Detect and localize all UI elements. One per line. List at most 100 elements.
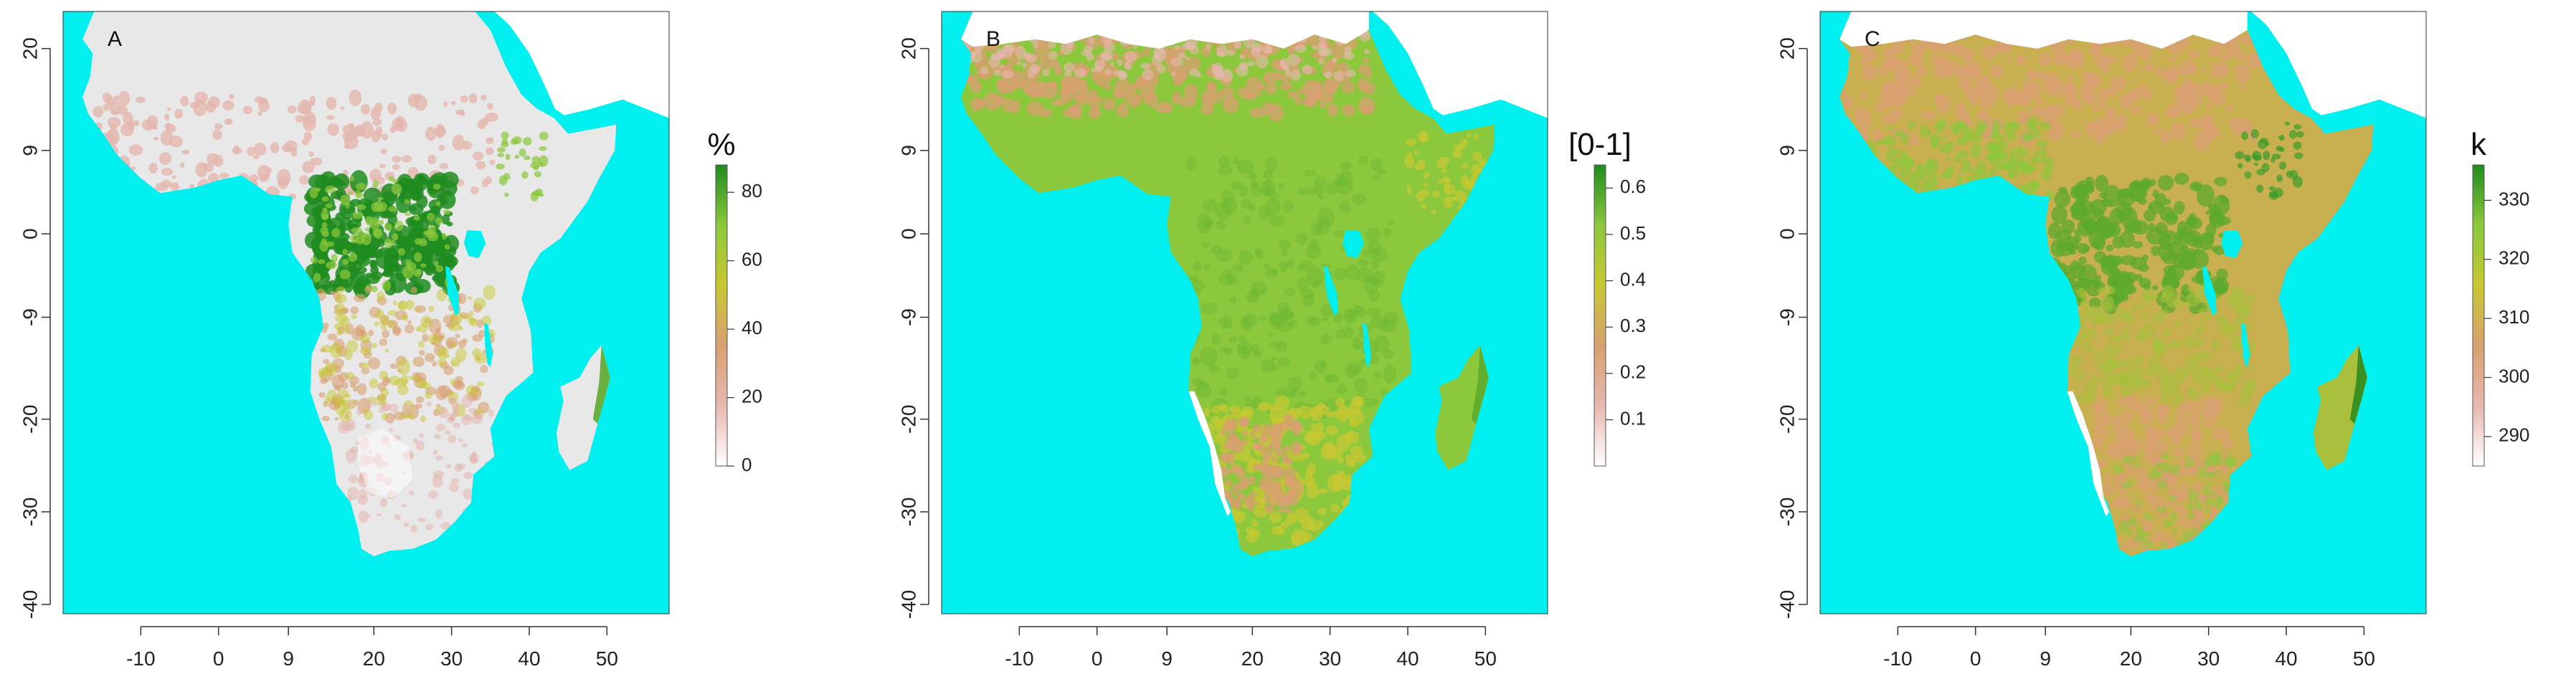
legend-title: [0-1] (1568, 127, 1632, 162)
legend-title: k (2471, 127, 2487, 162)
y-tick-label: 20 (19, 37, 41, 60)
map-panel-c: C -10 0 9 20 30 40 50 20 9 0 -9 -20 -30 -40 k 330 320 310 3… (1776, 11, 2529, 670)
y-tick-label: 9 (1776, 145, 1798, 156)
legend-colorbar (715, 164, 728, 467)
legend-tick-label: 330 (2499, 188, 2529, 209)
madagascar-land (2313, 345, 2367, 470)
legend-colorbar (2472, 164, 2485, 467)
y-tick-label: 0 (1776, 228, 1798, 239)
lake-victoria (1343, 230, 1365, 258)
legend-tick-label: 0.6 (1620, 176, 1646, 197)
x-tick-label: 9 (2040, 647, 2051, 670)
y-tick-label: 20 (1776, 37, 1798, 60)
lake-tanganyika (1324, 266, 1338, 315)
x-tick-label: 40 (1396, 647, 1419, 670)
legend: [0-1] 0.6 0.5 0.4 0.3 0.2 0.1 (1568, 127, 1646, 467)
y-tick-label: -30 (897, 498, 919, 526)
legend-tick-label: 290 (2499, 424, 2529, 446)
x-tick-label: 40 (518, 647, 540, 670)
y-tick-label: 20 (897, 37, 919, 60)
x-tick-label: 50 (596, 647, 618, 670)
arabian-peninsula (494, 11, 669, 118)
madagascar-east-coast (592, 345, 610, 424)
madagascar-east-coast (2349, 345, 2367, 424)
legend-tick-label: 320 (2499, 247, 2529, 269)
y-tick-label: -30 (19, 498, 41, 526)
y-tick-label: 9 (897, 145, 919, 156)
x-tick-label: 50 (2353, 647, 2375, 670)
lake-malawi (1363, 323, 1372, 368)
lake-tanganyika (445, 266, 460, 315)
panel-label: A (108, 27, 122, 51)
legend-tick-label: 40 (742, 317, 762, 338)
x-tick-label: 0 (1970, 647, 1981, 670)
x-tick-label: 20 (363, 647, 385, 670)
madagascar-land (1434, 345, 1489, 470)
legend: k 330 320 310 300 290 (2471, 127, 2529, 467)
legend-tick-label: 60 (742, 249, 762, 270)
lake-victoria (2221, 230, 2243, 258)
x-tick-label: 30 (2197, 647, 2220, 670)
legend-title: % (707, 127, 735, 162)
x-tick-label: 30 (440, 647, 463, 670)
y-tick-label: 0 (19, 228, 41, 239)
lake-victoria (464, 230, 486, 258)
y-tick-label: -9 (897, 308, 919, 326)
map-frame (941, 11, 1548, 614)
lake-malawi (2241, 323, 2250, 368)
legend-tick-label: 0.1 (1620, 407, 1646, 429)
madagascar-land (556, 345, 610, 470)
x-tick-label: 9 (283, 647, 294, 670)
y-tick-label: 9 (19, 145, 41, 156)
map-area (942, 11, 1548, 614)
legend-tick-label: 300 (2499, 365, 2529, 386)
panel-label: B (986, 27, 1000, 51)
legend: % 80 60 40 20 0 (707, 127, 762, 475)
x-tick-label: 0 (213, 647, 224, 670)
sahara-zone (961, 11, 1369, 49)
legend-tick-label: 80 (742, 180, 762, 201)
lake-malawi (484, 323, 493, 368)
x-tick-label: -10 (126, 647, 155, 670)
y-tick-label: -20 (1776, 404, 1798, 433)
map-area (63, 11, 669, 614)
x-tick-label: 0 (1092, 647, 1103, 670)
legend-tick-label: 310 (2499, 306, 2529, 328)
arabian-peninsula (1373, 11, 1548, 118)
x-tick-label: 30 (1319, 647, 1341, 670)
y-tick-label: -30 (1776, 498, 1798, 526)
legend-tick-label: 0.2 (1620, 361, 1646, 383)
legend-colorbar (1594, 164, 1606, 467)
map-panel-b: B -10 0 9 20 30 40 50 20 9 0 -9 -20 -30 -40 [0-1] 0.6 0.5… (897, 11, 1646, 670)
map-frame (1819, 11, 2427, 614)
lake-tanganyika (2202, 266, 2217, 315)
legend-tick-label: 0.5 (1620, 222, 1646, 244)
legend-tick-label: 0.3 (1620, 315, 1646, 336)
kalahari-zone (358, 428, 413, 498)
map-panel-a: A -10 0 9 20 30 40 50 20 9 0 -9 -20 -30 -40% 80 60 40 20 0 (19, 11, 762, 670)
panel-label: C (1865, 27, 1880, 51)
sahara-zone (1839, 11, 2248, 49)
madagascar-east-coast (1471, 345, 1489, 424)
y-tick-label: 0 (897, 228, 919, 239)
y-tick-label: -9 (1776, 308, 1798, 326)
y-tick-label: -20 (897, 404, 919, 433)
x-tick-label: -10 (1005, 647, 1033, 670)
y-tick-label: -40 (1776, 590, 1798, 619)
x-tick-label: -10 (1883, 647, 1912, 670)
x-tick-label: 50 (1474, 647, 1497, 670)
y-tick-label: -40 (897, 590, 919, 619)
map-area (1820, 11, 2426, 614)
x-tick-label: 20 (2120, 647, 2142, 670)
namib-zone (2067, 391, 2109, 517)
map-frame (62, 11, 670, 614)
value-texture (93, 89, 549, 535)
x-tick-label: 9 (1161, 647, 1173, 670)
legend-tick-label: 0 (742, 454, 752, 475)
y-tick-label: -9 (19, 308, 41, 326)
y-tick-label: -40 (19, 590, 41, 619)
x-tick-label: 40 (2275, 647, 2297, 670)
legend-tick-label: 0.4 (1620, 268, 1646, 290)
